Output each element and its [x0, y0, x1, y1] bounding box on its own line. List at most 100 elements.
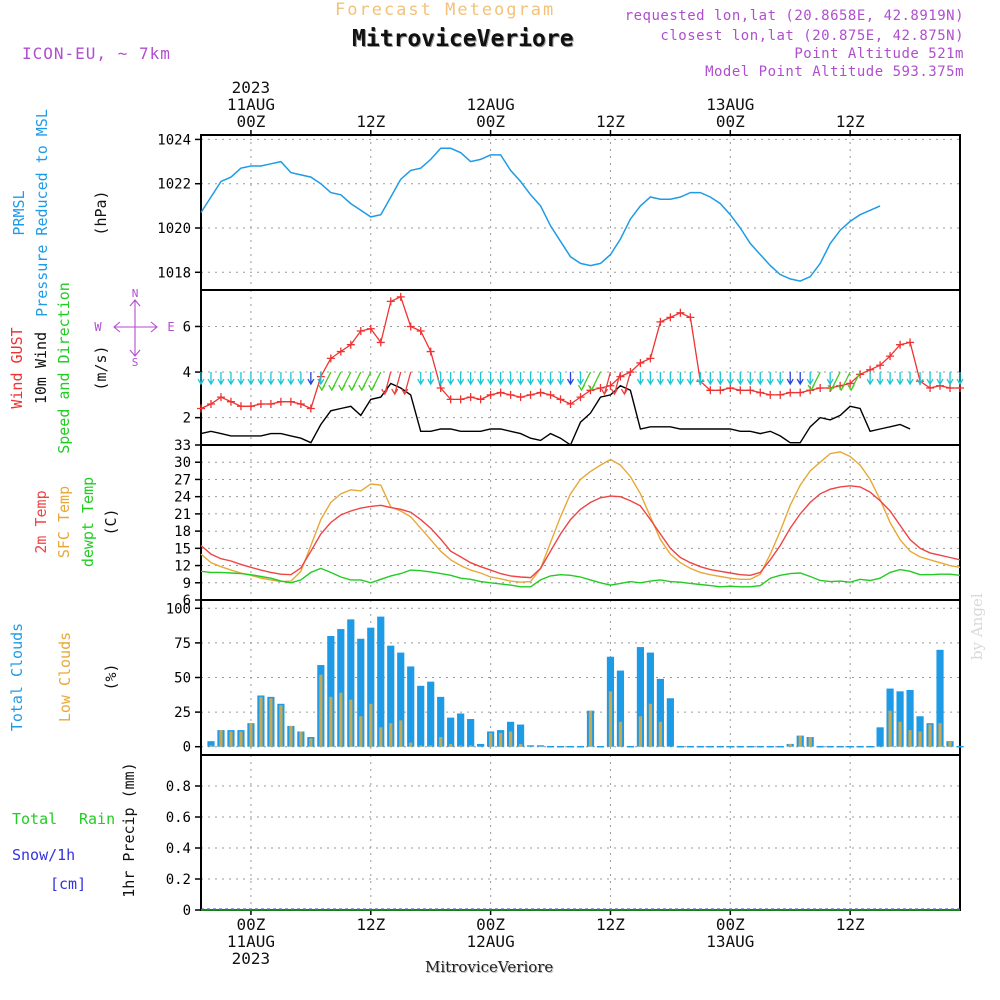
- low-cloud-bar: [329, 696, 333, 747]
- temp2m-series-line: [200, 485, 961, 579]
- low-cloud-bar: [908, 730, 912, 747]
- model-point-altitude: Model Point Altitude 593.375m: [705, 64, 964, 80]
- gust-marker: [246, 402, 255, 411]
- wind-direction-arrow: [827, 371, 841, 392]
- gust-marker: [416, 327, 425, 336]
- wind-direction-arrow: [866, 372, 874, 386]
- y-tick-label: 24: [174, 490, 191, 506]
- gust-marker: [686, 313, 695, 322]
- gust-marker: [726, 384, 735, 393]
- top-time-label: 00Z: [236, 112, 265, 131]
- total-cloud-bar: [437, 696, 445, 747]
- wind-direction-arrow: [358, 371, 372, 392]
- wind-direction-arrow: [317, 372, 325, 386]
- gust-marker: [366, 324, 375, 333]
- y-tick-label: 6: [183, 593, 191, 609]
- wind-direction-arrow: [497, 372, 505, 386]
- low-cloud-bar: [409, 742, 413, 747]
- top-time-label: 00Z: [716, 112, 745, 131]
- total-cloud-bar: [467, 719, 475, 747]
- low-cloud-bar: [459, 745, 463, 747]
- low-cloud-bar: [399, 720, 403, 747]
- sfc-temp-label: SFC Temp: [55, 486, 73, 558]
- wind-direction-arrow: [368, 371, 382, 392]
- total-cloud-bar: [896, 691, 904, 747]
- wind-direction-arrow: [507, 372, 515, 386]
- wind-direction-arrow: [257, 372, 265, 386]
- gust-marker: [906, 338, 915, 347]
- total-cloud-bar: [656, 678, 664, 747]
- wind-direction-arrow: [926, 372, 934, 386]
- low-cloud-bar: [808, 737, 812, 747]
- low-cloud-bar: [419, 745, 423, 747]
- wind-direction-arrow: [467, 372, 475, 386]
- total-cloud-bar: [636, 647, 645, 747]
- gust-marker: [576, 393, 585, 402]
- wind-direction-arrow: [417, 372, 425, 386]
- wind-direction-arrow: [227, 372, 235, 386]
- low-cloud-bar: [948, 741, 952, 747]
- y-tick-label: 9: [183, 576, 191, 592]
- wind-direction-arrow: [457, 372, 465, 386]
- gust-marker: [396, 292, 405, 301]
- low-cloud-bar: [439, 737, 443, 747]
- wind-direction-arrow: [527, 372, 535, 386]
- total-cloud-bar: [477, 743, 485, 747]
- total-cloud-bar: [347, 619, 355, 747]
- wind-direction-arrow: [956, 372, 964, 386]
- total-cloud-bar: [397, 652, 405, 747]
- gust-marker: [946, 384, 955, 393]
- requested-coords: requested lon,lat (20.8658E, 42.8919N): [624, 8, 964, 24]
- wind-direction-arrow: [401, 371, 412, 396]
- gust-marker: [566, 399, 575, 408]
- gust-marker: [516, 393, 525, 402]
- y-tick-label: 27: [174, 472, 191, 488]
- low-cloud-bar: [279, 705, 283, 747]
- top-time-label: 13AUG: [706, 95, 754, 114]
- low-cloud-bar: [359, 716, 363, 747]
- temp2m-label: 2m Temp: [32, 490, 50, 553]
- gust-marker: [766, 390, 775, 399]
- total-precip-label: Total: [12, 810, 57, 828]
- wind-direction-arrow: [666, 372, 674, 386]
- total-cloud-bar: [337, 629, 345, 747]
- gust-marker: [846, 379, 855, 388]
- wind-direction-arrow: [936, 372, 944, 386]
- wind-direction-arrow: [447, 372, 455, 386]
- total-cloud-bar: [327, 635, 335, 747]
- low-cloud-bar: [309, 738, 313, 747]
- low-cloud-bar: [469, 745, 473, 747]
- gust-marker: [856, 370, 865, 379]
- wind-direction-arrow: [287, 372, 295, 386]
- wind-direction-arrow: [726, 372, 734, 386]
- gust-marker: [876, 361, 885, 370]
- low-cloud-bar: [888, 710, 892, 747]
- low-cloud-bar: [209, 745, 213, 747]
- dewpt-temp-label: dewpt Temp: [79, 477, 97, 567]
- total-cloud-bar: [427, 681, 435, 747]
- temp-unit-label: (C): [102, 508, 120, 535]
- gust-marker: [306, 404, 315, 413]
- gust-marker: [796, 388, 805, 397]
- wind-direction-arrow: [577, 371, 592, 392]
- wind-direction-arrow: [610, 371, 622, 396]
- y-tick-label: 75: [174, 636, 191, 652]
- total-cloud-bar: [457, 713, 465, 747]
- sfc-temp-series-line: [200, 451, 961, 583]
- gust-marker: [456, 395, 465, 404]
- wind-direction-arrow: [381, 371, 392, 396]
- compass-west-label: W: [94, 320, 102, 334]
- gust-marker: [756, 388, 765, 397]
- total-cloud-bar: [906, 689, 914, 747]
- gust-marker: [956, 384, 964, 393]
- wind-direction-arrow: [766, 372, 774, 386]
- pressure-unit-label: (hPa): [92, 190, 110, 235]
- wind-direction-arrow: [706, 372, 714, 386]
- gust-marker: [676, 308, 685, 317]
- low-cloud-bar: [229, 731, 233, 747]
- wind-direction-arrow: [646, 372, 654, 386]
- wind-gust-label: Wind GUST: [8, 327, 26, 408]
- gust-marker: [736, 386, 745, 395]
- gust-marker: [506, 390, 515, 399]
- low-cloud-bar: [219, 730, 223, 747]
